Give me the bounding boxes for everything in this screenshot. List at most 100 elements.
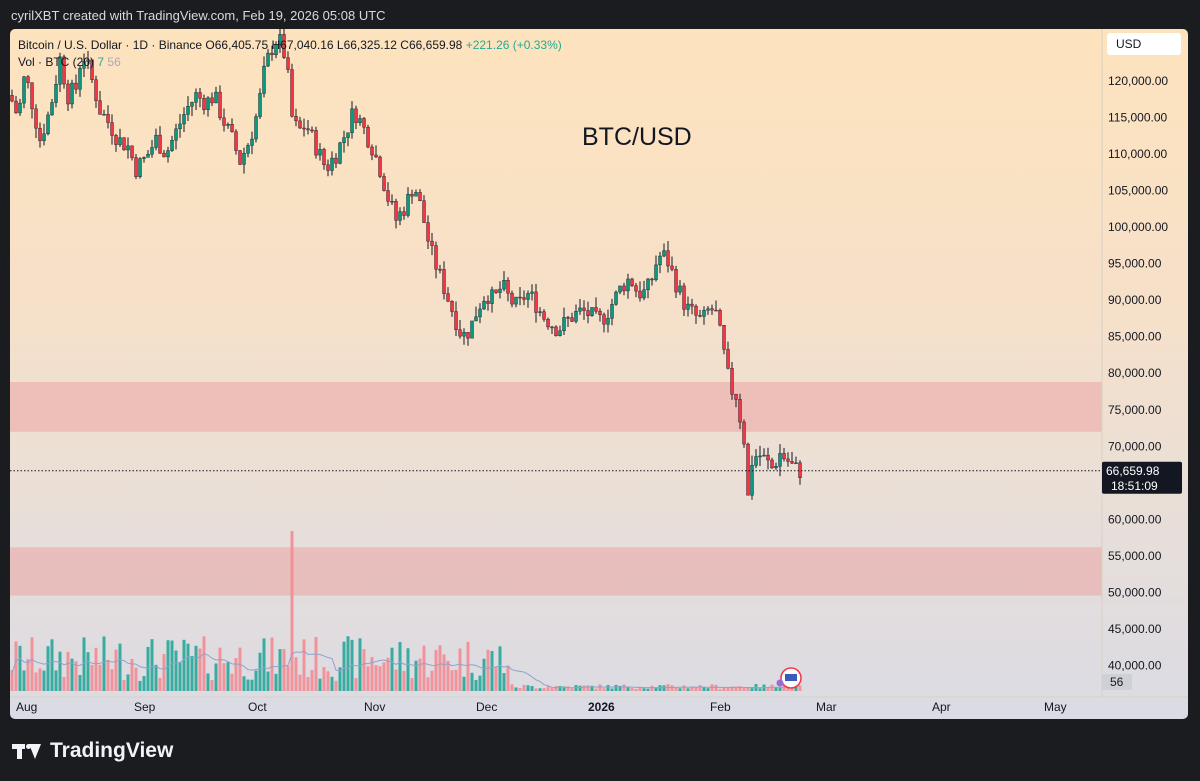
volume-bar bbox=[26, 659, 30, 691]
candle-body bbox=[246, 145, 250, 154]
candle-body bbox=[94, 79, 98, 101]
volume-bar bbox=[386, 657, 390, 691]
candle-body bbox=[214, 91, 218, 104]
candle-body bbox=[78, 67, 82, 90]
volume-value-b: 56 bbox=[107, 55, 121, 69]
volume-bar bbox=[470, 672, 474, 691]
candle-body bbox=[794, 462, 798, 465]
change-value: +221.26 (+0.33%) bbox=[465, 38, 562, 52]
volume-bar bbox=[610, 688, 614, 691]
x-tick-label: May bbox=[1044, 700, 1067, 714]
volume-bar bbox=[142, 676, 146, 691]
chart-watermark: BTC/USD bbox=[582, 123, 692, 151]
last-price-label: 66,659.98 bbox=[1106, 464, 1160, 478]
candle-body bbox=[262, 65, 266, 94]
volume-bar bbox=[234, 658, 238, 691]
candle-body bbox=[254, 116, 258, 140]
volume-bar bbox=[534, 688, 538, 691]
volume-bar bbox=[630, 688, 634, 691]
volume-bar bbox=[522, 684, 526, 691]
volume-bar bbox=[34, 672, 38, 691]
candle-body bbox=[618, 285, 622, 293]
volume-bar bbox=[682, 685, 686, 691]
candle-body bbox=[698, 315, 702, 317]
price-chart[interactable]: 120,000.00 115,000.00 110,000.00 105,000.00… bbox=[10, 29, 1188, 719]
volume-bar bbox=[214, 663, 218, 691]
y-tick-label: 120,000.00 bbox=[1108, 74, 1168, 88]
candle-body bbox=[206, 97, 210, 110]
candle-body bbox=[162, 152, 166, 158]
candle-body bbox=[306, 128, 310, 131]
candle-body bbox=[570, 317, 574, 322]
volume-bar bbox=[530, 686, 534, 691]
candle-body bbox=[234, 131, 238, 151]
candle-body bbox=[718, 310, 722, 326]
candle-body bbox=[694, 305, 698, 316]
candle-body bbox=[414, 192, 418, 197]
volume-bar bbox=[266, 671, 270, 691]
candle-body bbox=[778, 453, 782, 467]
chart-frame[interactable]: 120,000.00 115,000.00 110,000.00 105,000.00… bbox=[10, 29, 1188, 719]
candle-body bbox=[318, 149, 322, 156]
candle-body bbox=[738, 399, 742, 423]
volume-bar bbox=[410, 677, 414, 691]
volume-bar bbox=[746, 687, 750, 691]
volume-bar bbox=[382, 662, 386, 691]
y-tick-label: 90,000.00 bbox=[1108, 293, 1162, 307]
candle-body bbox=[286, 57, 290, 70]
volume-bar bbox=[238, 647, 242, 691]
volume-bar bbox=[770, 684, 774, 691]
volume-bar bbox=[78, 675, 82, 691]
volume-bar bbox=[90, 664, 94, 691]
candle-body bbox=[530, 291, 534, 294]
candle-body bbox=[274, 44, 278, 56]
tradingview-logo[interactable]: TradingView bbox=[12, 739, 173, 763]
volume-bar bbox=[782, 685, 786, 691]
volume-bar bbox=[638, 686, 642, 691]
volume-bar bbox=[150, 639, 154, 691]
volume-bar bbox=[438, 645, 442, 691]
symbol-label[interactable]: Bitcoin / U.S. Dollar · 1D · Binance bbox=[18, 38, 203, 52]
y-tick-label: 40,000.00 bbox=[1108, 659, 1162, 673]
volume-bar bbox=[450, 670, 454, 691]
candle-body bbox=[634, 285, 638, 292]
volume-label[interactable]: Vol · BTC (20) bbox=[18, 55, 95, 69]
volume-bar bbox=[50, 639, 54, 691]
candle-body bbox=[722, 325, 726, 350]
volume-bar bbox=[366, 666, 370, 691]
candle-body bbox=[610, 304, 614, 319]
volume-bar bbox=[170, 640, 174, 691]
currency-button[interactable]: USD bbox=[1107, 33, 1181, 55]
candle-body bbox=[714, 309, 718, 312]
volume-bar bbox=[122, 680, 126, 691]
volume-bar bbox=[694, 687, 698, 691]
candle-body bbox=[106, 114, 110, 123]
volume-bar bbox=[486, 649, 490, 691]
volume-bar bbox=[358, 638, 362, 691]
candle-body bbox=[282, 34, 286, 58]
x-tick-label: Nov bbox=[364, 700, 385, 714]
volume-bar bbox=[86, 652, 90, 691]
candle-body bbox=[366, 127, 370, 148]
candle-body bbox=[566, 317, 570, 319]
x-tick-label: Feb bbox=[710, 700, 731, 714]
candle-body bbox=[34, 108, 38, 129]
volume-bar bbox=[82, 637, 86, 691]
volume-bar bbox=[502, 673, 506, 691]
volume-bar bbox=[158, 677, 162, 691]
candle-body bbox=[786, 458, 790, 462]
volume-bar bbox=[106, 659, 110, 691]
candle-body bbox=[590, 307, 594, 316]
high-value: H67,040.16 bbox=[271, 38, 334, 52]
candle-body bbox=[38, 127, 42, 141]
volume-bar bbox=[186, 643, 190, 691]
candle-body bbox=[750, 465, 754, 496]
volume-bar bbox=[550, 688, 554, 691]
volume-bar bbox=[414, 660, 418, 691]
volume-bar bbox=[474, 679, 478, 691]
candle-body bbox=[178, 123, 182, 130]
candle-body bbox=[278, 34, 282, 46]
candle-body bbox=[202, 98, 206, 110]
y-tick-label: 85,000.00 bbox=[1108, 330, 1162, 344]
volume-bar bbox=[278, 649, 282, 691]
